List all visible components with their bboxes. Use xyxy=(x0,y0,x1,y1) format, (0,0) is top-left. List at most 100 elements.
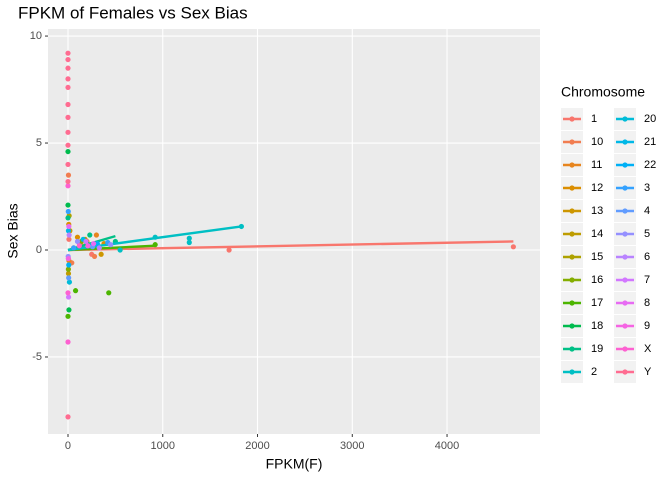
point xyxy=(65,202,71,208)
point xyxy=(65,50,71,56)
point xyxy=(74,238,81,245)
point xyxy=(117,247,123,253)
legend-label: 9 xyxy=(644,320,650,332)
point xyxy=(106,290,112,296)
point xyxy=(65,56,71,63)
legend-point xyxy=(622,208,628,214)
point xyxy=(66,279,73,285)
legend-point xyxy=(622,185,628,191)
legend-point xyxy=(569,300,575,306)
point xyxy=(65,148,71,155)
point xyxy=(85,243,91,249)
point xyxy=(65,183,71,189)
x-tick-label: 3000 xyxy=(340,440,364,452)
x-tick-label: 1000 xyxy=(151,440,175,452)
legend-point xyxy=(622,300,628,306)
point xyxy=(74,234,81,240)
legend-label: 20 xyxy=(644,113,656,125)
legend-label: 13 xyxy=(591,205,603,217)
point xyxy=(66,232,72,238)
legend-point xyxy=(569,346,575,352)
point xyxy=(66,223,72,230)
point xyxy=(65,172,72,178)
legend-label: 4 xyxy=(644,205,650,217)
y-tick-label: -5 xyxy=(32,351,42,363)
legend-label: 3 xyxy=(644,182,650,194)
point xyxy=(65,266,71,272)
legend-label: X xyxy=(644,343,652,355)
point xyxy=(65,414,71,420)
legend-point xyxy=(569,162,575,168)
point xyxy=(65,339,71,345)
legend-point xyxy=(569,277,575,283)
fit-line xyxy=(67,244,156,252)
point xyxy=(65,84,71,91)
point xyxy=(108,242,114,248)
point xyxy=(72,288,79,294)
point xyxy=(76,243,82,249)
legend-label: 17 xyxy=(591,297,603,309)
legend-label: 7 xyxy=(644,274,650,286)
legend-label: 14 xyxy=(591,228,603,240)
legend-label: 21 xyxy=(644,136,656,148)
point xyxy=(83,238,89,245)
point xyxy=(65,290,71,296)
point xyxy=(65,313,71,319)
point xyxy=(186,239,192,246)
point xyxy=(66,307,72,313)
point xyxy=(65,294,72,300)
point xyxy=(65,65,71,71)
legend-point xyxy=(569,231,575,237)
legend-label: 22 xyxy=(644,159,656,171)
point xyxy=(91,253,98,260)
legend-point xyxy=(622,369,628,375)
point xyxy=(98,251,104,257)
y-axis-title: Sex Bias xyxy=(5,203,21,258)
legend-label: 11 xyxy=(591,159,602,171)
point xyxy=(65,255,71,262)
legend-point xyxy=(622,116,628,122)
legend-label: 10 xyxy=(591,136,603,148)
x-axis-title: FPKM(F) xyxy=(266,456,323,472)
point xyxy=(65,228,72,234)
x-tick-label: 2000 xyxy=(245,440,269,452)
point xyxy=(96,245,102,251)
legend-point xyxy=(622,231,628,237)
legend-point xyxy=(622,346,628,352)
legend-label: 16 xyxy=(591,274,603,286)
legend-label: 1 xyxy=(591,113,597,125)
legend-point xyxy=(622,254,628,260)
point xyxy=(66,262,72,268)
point xyxy=(90,240,97,247)
legend-label: 12 xyxy=(591,182,603,194)
panel xyxy=(48,29,540,434)
legend-label: 5 xyxy=(644,228,650,240)
point xyxy=(66,275,72,281)
point xyxy=(510,244,516,250)
point xyxy=(65,129,71,135)
fit-line xyxy=(67,240,514,252)
point xyxy=(94,240,100,247)
y-tick-label: 0 xyxy=(36,244,42,256)
point xyxy=(71,245,77,251)
legend-point xyxy=(569,254,575,260)
legend-point xyxy=(569,369,575,375)
legend-title: Chromosome xyxy=(561,84,645,100)
y-tick-label: 10 xyxy=(30,30,42,42)
x-tick-label: 0 xyxy=(65,440,71,452)
legend-label: 15 xyxy=(591,251,603,263)
point xyxy=(65,114,71,120)
legend-label: 18 xyxy=(591,320,603,332)
legend-point xyxy=(569,323,575,329)
y-tick-label: 5 xyxy=(36,137,42,149)
point xyxy=(65,161,71,168)
legend-point xyxy=(569,185,575,191)
legend-label: 19 xyxy=(591,343,603,355)
point xyxy=(65,270,72,277)
point xyxy=(65,76,71,82)
legend-point xyxy=(622,162,628,168)
legend-label: 2 xyxy=(591,366,597,378)
point xyxy=(66,236,72,242)
point xyxy=(65,178,71,185)
